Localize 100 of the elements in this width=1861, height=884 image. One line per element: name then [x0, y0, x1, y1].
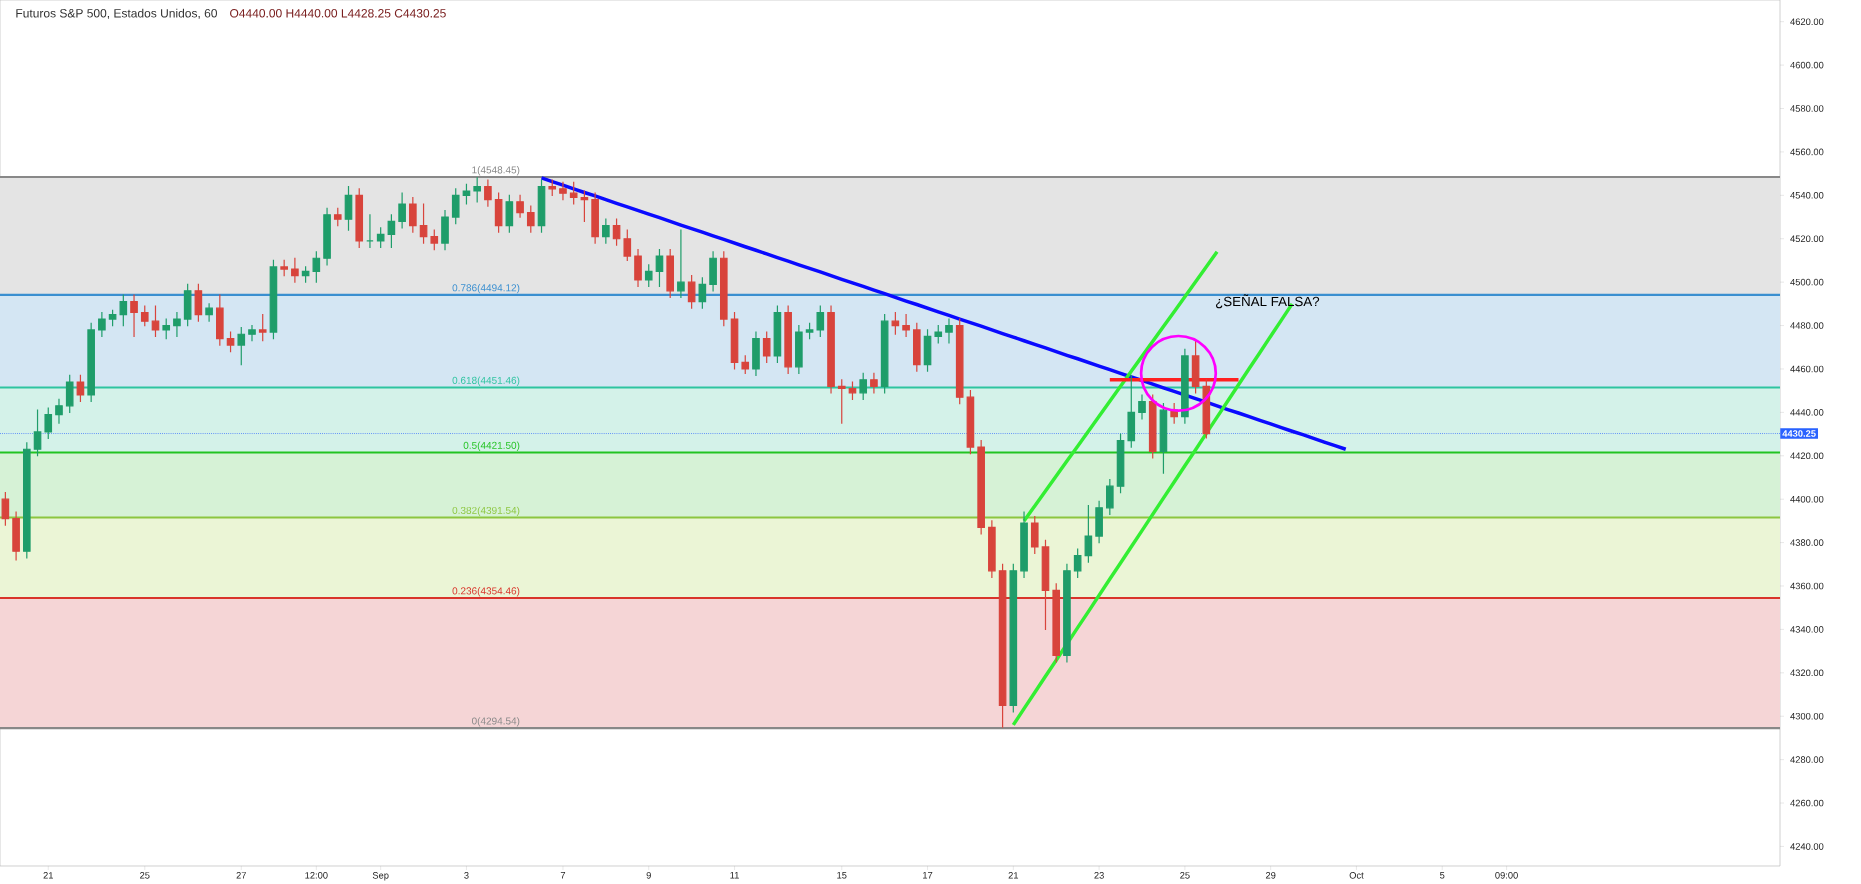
candlestick [162, 318, 171, 340]
candlestick [795, 324, 803, 374]
x-tick-label: 25 [1180, 872, 1190, 879]
y-tick-label: 4240.00 [1790, 843, 1824, 850]
candlestick [891, 311, 900, 335]
x-tick-label: 29 [1265, 872, 1276, 879]
candlestick [216, 294, 224, 346]
candlestick [484, 179, 492, 207]
y-tick-label: 4340.00 [1790, 626, 1824, 633]
candlestick [805, 322, 814, 340]
candlestick [98, 311, 106, 337]
candlestick [1073, 548, 1082, 578]
candlestick [291, 257, 299, 283]
candlestick [44, 407, 53, 440]
candlestick [65, 374, 74, 413]
x-tick-label: 25 [140, 872, 150, 879]
candlestick [258, 314, 267, 342]
y-tick-label: 4320.00 [1790, 669, 1824, 677]
candlestick [333, 207, 342, 227]
candlestick [237, 327, 246, 366]
candlestick [655, 248, 664, 288]
y-tick-label: 4260.00 [1790, 799, 1824, 807]
candlestick [451, 188, 460, 225]
x-tick-label: Sep [372, 872, 389, 881]
ref-line-label: 0.5(4421.50) [463, 441, 520, 451]
x-tick-label: Oct [1349, 872, 1364, 879]
candlestick [988, 520, 996, 578]
candlestick [1191, 340, 1200, 394]
candlestick [848, 381, 857, 400]
x-tick-label: 27 [236, 872, 246, 879]
x-tick-label: 12:00 [305, 872, 328, 879]
candlestick [1138, 394, 1146, 420]
candlestick [602, 218, 610, 244]
candlestick [784, 305, 792, 374]
candlestick [752, 331, 760, 377]
candlestick [762, 331, 771, 364]
y-tick-label: 4280.00 [1790, 756, 1824, 763]
candlestick [644, 264, 653, 288]
candlestick [1063, 563, 1071, 663]
x-tick-label: 21 [43, 872, 53, 879]
candlestick [1020, 511, 1028, 578]
candlestick [280, 259, 288, 277]
candlestick [312, 251, 321, 283]
candlestick [301, 266, 310, 283]
candlestick [548, 179, 557, 196]
y-tick-label: 4580.00 [1790, 105, 1824, 112]
candlestick [1095, 500, 1103, 544]
candlestick [462, 183, 471, 205]
candlestick [419, 203, 428, 244]
candlestick [355, 188, 364, 249]
y-tick-label: 4440.00 [1790, 409, 1824, 416]
ref-line-label: 0.236(4354.46) [452, 587, 520, 597]
candlestick [870, 372, 878, 394]
candlestick [612, 218, 621, 246]
text: O4440.00 H4440.00 L4428.25 C4430.25 [230, 9, 446, 18]
y-tick-label: 4620.00 [1790, 18, 1824, 25]
candlestick [913, 322, 921, 372]
y-tick-label: 4540.00 [1790, 192, 1824, 199]
x-tick-label: 5 [1440, 872, 1445, 879]
candlestick [387, 214, 396, 249]
candlestick [140, 305, 149, 327]
text: Futuros S&P 500, Estados Unidos, 60 [16, 8, 218, 19]
candlestick [1202, 379, 1211, 439]
candlestick [108, 309, 117, 327]
candlestick [430, 229, 439, 251]
candlestick [366, 214, 374, 249]
candlestick [23, 442, 31, 559]
candlestick [516, 194, 524, 218]
candlestick [398, 192, 406, 229]
y-tick-label: 4560.00 [1790, 148, 1824, 156]
candlestick [526, 205, 535, 233]
candlestick [623, 229, 632, 262]
candlestick [945, 318, 953, 344]
x-tick-label: 21 [1008, 872, 1019, 879]
candlestick [33, 409, 42, 457]
candlestick [955, 318, 964, 405]
x-tick-label: 11 [730, 872, 739, 879]
y-tick-label: 4300.00 [1790, 712, 1824, 720]
candlestick [569, 181, 578, 205]
candlestick [12, 511, 20, 561]
candlestick [1084, 505, 1093, 563]
candlestick [741, 355, 750, 374]
candlestick [344, 186, 353, 231]
candlestick [859, 372, 868, 400]
x-tick-label: 9 [646, 872, 651, 879]
candlestick [323, 207, 331, 266]
candlestick [709, 251, 717, 292]
y-tick-label: 4420.00 [1790, 452, 1824, 460]
y-tick-label: 4380.00 [1790, 539, 1824, 546]
candlestick [409, 196, 417, 233]
candlestick [580, 190, 589, 222]
candlestick [816, 305, 825, 337]
candlestick [119, 294, 128, 327]
candlestick [1127, 374, 1136, 448]
candlestick [977, 439, 985, 535]
y-tick-label: 4360.00 [1790, 582, 1824, 590]
candlestick [827, 305, 835, 394]
ref-line-label: 0(4294.54) [471, 717, 520, 727]
x-tick-label: 17 [923, 872, 933, 879]
ref-line-label: 1(4548.45) [472, 166, 520, 176]
